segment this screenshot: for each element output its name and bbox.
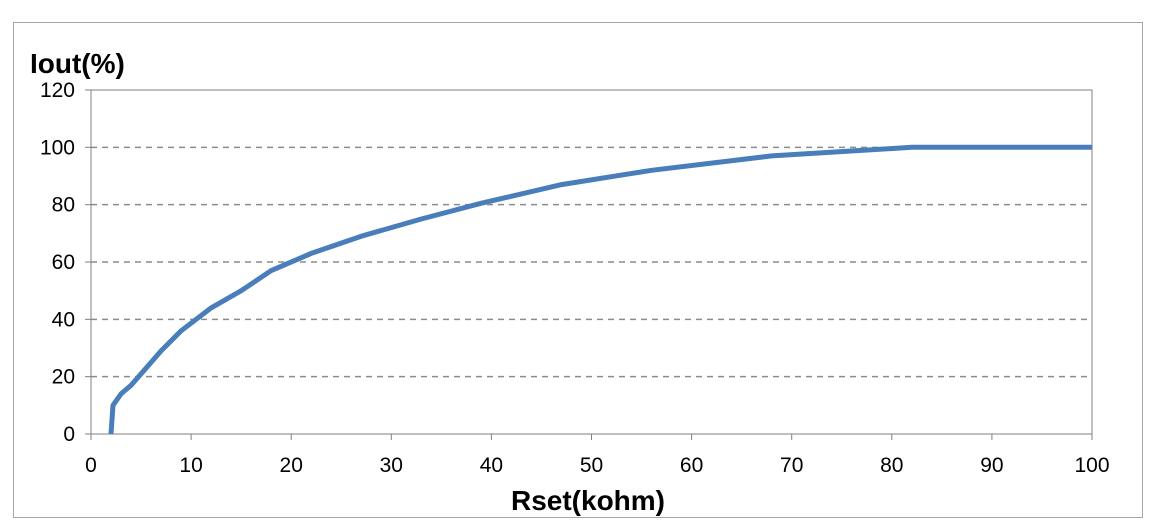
y-axis-title: Iout(%) (30, 48, 125, 79)
chart-frame (13, 22, 1143, 518)
series-line (108, 144, 1092, 435)
axes (85, 89, 1093, 440)
x-tick-label: 40 (480, 454, 503, 477)
series-layer (108, 144, 1092, 435)
y-tick-label: 20 (52, 366, 75, 389)
y-tick-label: 0 (63, 423, 75, 446)
x-axis-title: Rset(kohm) (511, 485, 665, 516)
x-tick-label: 60 (680, 454, 703, 477)
x-tick-label: 20 (280, 454, 303, 477)
x-tick-label: 10 (179, 454, 202, 477)
tick-labels: 0 20 40 60 80 100 120 0 10 20 30 40 50 60 70 80 90 100 (40, 79, 1110, 477)
y-tick-label: 40 (52, 308, 75, 331)
x-tick-label: 90 (980, 454, 1003, 477)
x-tick-label: 80 (880, 454, 903, 477)
y-tick-label: 60 (52, 251, 75, 274)
y-tick-label: 80 (52, 194, 75, 217)
x-tick-label: 70 (780, 454, 803, 477)
x-tick-label: 50 (580, 454, 603, 477)
x-tick-label: 30 (380, 454, 403, 477)
gridlines (91, 146, 1092, 378)
y-tick-label: 100 (40, 136, 75, 159)
y-tick-label: 120 (40, 79, 75, 102)
x-tick-label: 100 (1074, 454, 1109, 477)
x-tick-label: 0 (85, 454, 97, 477)
